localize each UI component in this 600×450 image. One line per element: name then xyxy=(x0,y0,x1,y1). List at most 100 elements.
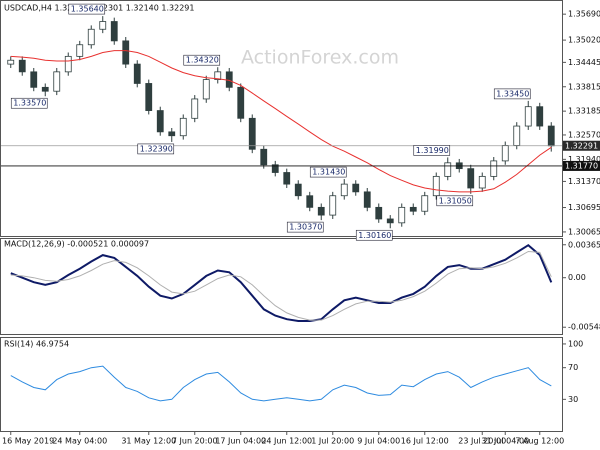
annotation-label: 1.31050 xyxy=(439,196,472,205)
annotation-label: 1.34320 xyxy=(186,56,219,65)
x-tick-label: 31 May 12:00 xyxy=(121,437,176,446)
candle-body xyxy=(547,125,555,147)
x-tick-label: 24 May 04:00 xyxy=(52,437,107,446)
candle-body xyxy=(99,21,107,30)
annotation-box xyxy=(137,143,175,155)
candle-body xyxy=(294,183,302,197)
candle-body xyxy=(317,206,325,216)
annotation-label: 1.35640 xyxy=(71,5,104,14)
macd-panel xyxy=(0,238,563,335)
y-tick-label: 70 xyxy=(568,363,578,372)
rsi-panel xyxy=(0,337,563,432)
candle-body xyxy=(271,164,279,173)
x-tick-label: 23 Jul 20:00 xyxy=(458,437,506,446)
y-tick-label: 1.35020 xyxy=(568,36,600,45)
candle-body xyxy=(524,106,532,127)
candle-body xyxy=(536,106,544,127)
y-tick-label: 1.31940 xyxy=(568,155,600,164)
candle-body xyxy=(352,183,360,193)
price-box xyxy=(563,160,600,171)
candle-body xyxy=(156,110,164,133)
y-tick-label: 1.30695 xyxy=(568,203,600,212)
y-tick-label: 1.30065 xyxy=(568,227,600,236)
rsi-title: RSI(14) 46.9754 xyxy=(4,340,69,349)
candle-body xyxy=(202,79,210,100)
candle-body xyxy=(133,63,141,84)
x-tick-label: 7 Aug 12:00 xyxy=(515,437,564,446)
candle-body xyxy=(87,28,95,46)
candle-body xyxy=(260,148,268,166)
candle-body xyxy=(375,206,383,220)
annotation-box xyxy=(286,221,324,233)
candle-body xyxy=(191,98,199,119)
y-tick-label: 1.32570 xyxy=(568,130,600,139)
candle-body xyxy=(53,71,61,92)
annotation-box xyxy=(183,54,221,66)
candle-body xyxy=(467,168,475,189)
candle-body xyxy=(490,160,498,177)
y-tick-label: 1.33815 xyxy=(568,82,600,91)
candle-body xyxy=(64,55,72,73)
candle-body xyxy=(306,195,314,208)
annotation-box xyxy=(493,88,531,100)
y-tick-label: 1.35690 xyxy=(568,10,600,19)
annotation-label: 1.30370 xyxy=(289,223,322,232)
candle-body xyxy=(7,59,15,65)
y-tick-label: 0.003651 xyxy=(568,240,600,249)
annotation-label: 1.31430 xyxy=(312,168,345,177)
x-tick-label: 24 Jun 12:00 xyxy=(261,437,312,446)
y-tick-label: 1.34445 xyxy=(568,58,600,67)
candle-body xyxy=(41,86,49,92)
candle-body xyxy=(478,175,486,189)
candle-body xyxy=(30,71,38,88)
y-tick-label: 30 xyxy=(568,395,578,404)
price-label: 1.32291 xyxy=(565,141,598,150)
candle-body xyxy=(409,206,417,212)
candle-body xyxy=(76,44,84,57)
series-line xyxy=(10,365,552,402)
annotation-label: 1.30160 xyxy=(358,231,391,240)
x-tick-label: 9 Jul 04:00 xyxy=(357,437,400,446)
candle-body xyxy=(432,175,440,197)
price-box xyxy=(563,140,600,151)
candle-body xyxy=(122,40,130,65)
candle-body xyxy=(421,195,429,212)
candle-body xyxy=(168,131,176,137)
y-tick-label: 0.00 xyxy=(568,273,586,282)
candle-body xyxy=(145,83,153,111)
x-tick-label: 31 Jul 04:00 xyxy=(481,437,529,446)
candle-body xyxy=(283,172,291,185)
annotation-box xyxy=(68,3,106,15)
series-line xyxy=(10,250,552,321)
series-line xyxy=(10,50,552,193)
y-tick-label: 100 xyxy=(568,339,583,348)
x-tick-label: 1 Jul 20:00 xyxy=(311,437,354,446)
candle-body xyxy=(501,145,509,162)
candle-body xyxy=(110,21,118,42)
annotation-box xyxy=(355,229,393,241)
macd-title: MACD(12,26,9) -0.000521 0.000097 xyxy=(4,240,149,249)
candle-body xyxy=(363,191,371,208)
annotation-box xyxy=(309,166,347,178)
candle-body xyxy=(340,183,348,197)
annotation-box xyxy=(10,97,48,109)
candle-body xyxy=(179,117,187,137)
candle-body xyxy=(237,86,245,119)
annotation-box xyxy=(413,145,451,156)
candle-body xyxy=(444,162,452,177)
annotation-label: 1.33450 xyxy=(496,89,529,98)
candle-body xyxy=(18,59,26,73)
candle-body xyxy=(513,125,521,146)
y-tick-label: 1.33185 xyxy=(568,107,600,116)
candle-body xyxy=(225,71,233,88)
y-tick-label: -0.005489 xyxy=(568,323,600,332)
annotation-label: 1.31990 xyxy=(416,146,449,155)
candle-body xyxy=(386,218,394,224)
x-tick-label: 16 Jul 12:00 xyxy=(401,437,449,446)
series-line xyxy=(10,243,553,322)
annotation-box xyxy=(436,195,474,207)
candle-body xyxy=(329,195,337,216)
price-panel xyxy=(0,0,563,237)
annotation-label: 1.33570 xyxy=(13,99,46,108)
